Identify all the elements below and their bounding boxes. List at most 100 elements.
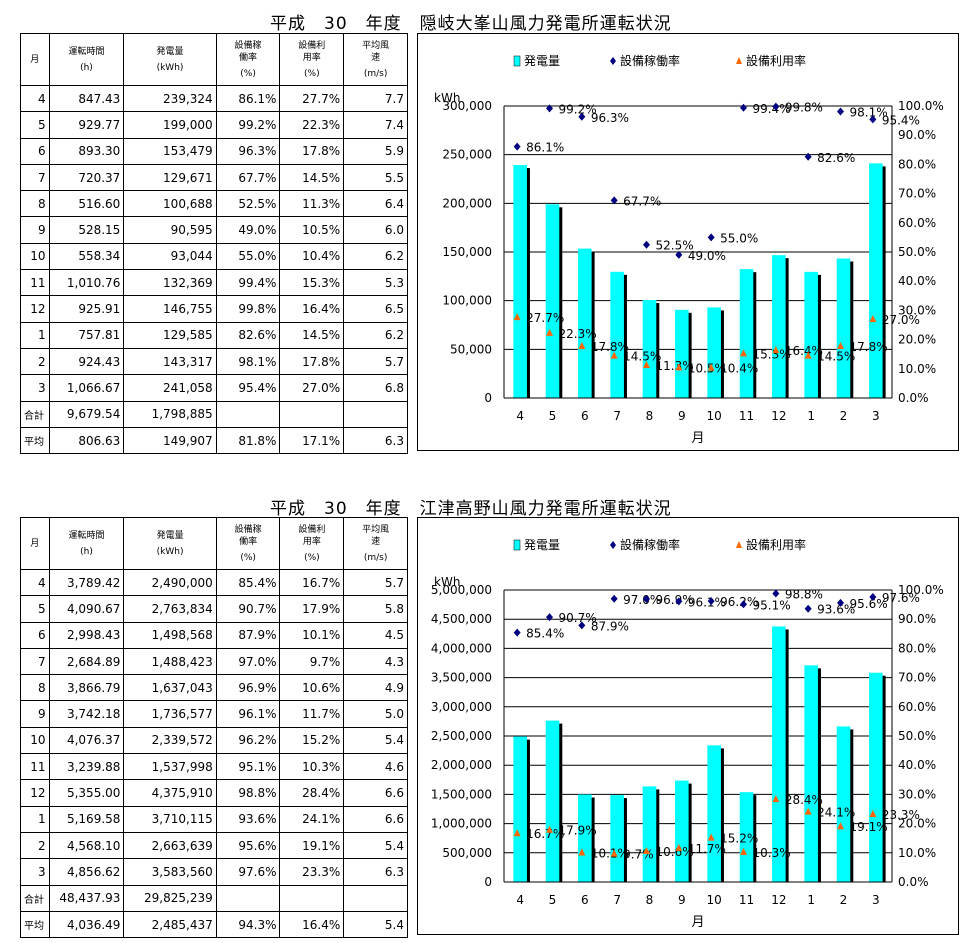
availability-cell: 82.6%: [215, 321, 281, 349]
x-tick-label: 8: [646, 893, 654, 907]
utilization-cell: 16.4%: [279, 910, 345, 939]
y2-tick-label: 60.0%: [898, 700, 936, 714]
availability-cell: 99.4%: [215, 269, 281, 297]
energy-cell: 132,369: [123, 269, 217, 297]
hours-cell: 4,090.67: [48, 595, 125, 623]
hours-cell: 558.34: [48, 242, 125, 271]
energy-cell: 1,798,885: [123, 400, 217, 428]
hours-cell: 9,679.54: [48, 400, 125, 428]
utilization-cell: 28.4%: [279, 779, 345, 807]
availability-cell: 98.1%: [215, 347, 281, 376]
y-tick-label: 250,000: [442, 148, 492, 162]
month-cell: 5: [20, 595, 50, 623]
data-label: 98.1%: [850, 106, 888, 120]
availability-cell: 49.0%: [215, 216, 281, 244]
x-tick-label: 5: [549, 893, 557, 907]
availability-cell: 55.0%: [215, 242, 281, 271]
chart-container: 発電量 設備稼働率 設備利用率 kWh 0 500,000 1,000,000 1,500,0…: [417, 517, 959, 935]
total-label: 合計: [20, 400, 50, 428]
availability-cell: 98.8%: [215, 779, 281, 807]
utilization-cell: 14.5%: [279, 163, 345, 192]
marker-utilization: [772, 795, 780, 803]
hours-cell: 516.60: [48, 190, 125, 218]
y2-tick-label: 10.0%: [898, 846, 936, 860]
y-axis-unit: kWh: [434, 91, 460, 105]
utilization-cell: 27.7%: [279, 84, 345, 113]
energy-cell: 90,595: [123, 216, 217, 244]
data-label: 95.6%: [850, 597, 888, 611]
marker-availability: [675, 250, 683, 259]
average-row: 平均 4,036.49 2,485,437 94.3% 16.4% 5.4: [20, 910, 408, 939]
month-cell: 12: [20, 295, 50, 323]
utilization-cell: 17.8%: [279, 347, 345, 376]
marker-utilization: [578, 342, 586, 350]
data-label: 99.4%: [753, 102, 791, 116]
data-label: 98.8%: [785, 588, 823, 602]
bar-energy: [675, 309, 689, 398]
wind-cell: 6.6: [343, 805, 408, 833]
wind-cell: [343, 400, 408, 428]
month-cell: 9: [20, 700, 50, 728]
data-label: 90.7%: [559, 611, 597, 625]
data-label: 17.9%: [559, 824, 597, 838]
y-tick-label: 150,000: [442, 245, 492, 259]
data-label: 96.2%: [720, 595, 758, 609]
data-label: 14.5%: [817, 350, 855, 364]
availability-cell: 86.1%: [215, 84, 281, 113]
bar-energy: [675, 780, 689, 882]
bar-energy: [804, 665, 818, 882]
x-tick-label: 7: [613, 893, 621, 907]
bar-energy: [836, 726, 851, 882]
x-axis-title: 月: [691, 431, 704, 446]
data-label: 49.0%: [688, 249, 726, 263]
marker-utilization: [513, 829, 521, 837]
table-row: 8 516.60 100,688 52.5% 11.3% 6.4: [20, 190, 408, 218]
energy-cell: 93,044: [123, 242, 217, 271]
wind-cell: 6.4: [343, 190, 408, 218]
marker-availability: [772, 589, 780, 598]
hours-cell: 720.37: [48, 163, 125, 192]
bar-energy: [772, 255, 786, 398]
col-header-wind: 平均風速 (m/s): [343, 517, 408, 570]
month-cell: 12: [20, 779, 50, 807]
average-label: 平均: [20, 910, 50, 939]
wind-cell: 5.9: [343, 137, 408, 165]
table-row: 4 3,789.42 2,490,000 85.4% 16.7% 5.7: [20, 568, 408, 597]
header-label: 平均風速: [362, 524, 390, 547]
month-cell: 2: [20, 831, 50, 860]
availability-cell: 97.6%: [215, 858, 281, 886]
header-label: 設備利用率: [298, 524, 326, 547]
hours-cell: 925.91: [48, 295, 125, 323]
y2-tick-label: 30.0%: [898, 787, 936, 801]
wind-cell: 4.3: [343, 647, 408, 676]
x-tick-label: 5: [549, 409, 557, 423]
bar-energy: [869, 672, 883, 882]
legend-label: 設備利用率: [746, 53, 806, 68]
marker-availability: [610, 594, 618, 603]
x-tick-label: 4: [516, 409, 524, 423]
marker-utilization: [513, 313, 521, 321]
col-header-month: 月: [20, 517, 50, 570]
marker-availability: [869, 115, 877, 124]
x-tick-label: 1: [807, 409, 815, 423]
utilization-cell: 9.7%: [279, 647, 345, 676]
data-label: 67.7%: [623, 194, 661, 208]
x-tick-label: 9: [678, 409, 686, 423]
table-row: 7 720.37 129,671 67.7% 14.5% 5.5: [20, 163, 408, 192]
month-cell: 11: [20, 753, 50, 781]
bar-energy: [513, 736, 527, 882]
month-cell: 1: [20, 321, 50, 349]
wind-cell: 5.7: [343, 347, 408, 376]
marker-utilization: [869, 315, 877, 323]
y2-tick-label: 70.0%: [898, 187, 936, 201]
wind-cell: 5.0: [343, 700, 408, 728]
marker-utilization: [643, 361, 650, 369]
data-label: 10.4%: [720, 362, 758, 376]
hours-cell: 924.43: [48, 347, 125, 376]
page-title: 平成 30 年度 隠岐大峯山風力発電所運転状況: [270, 14, 672, 34]
energy-cell: 149,907: [123, 426, 217, 455]
operation-table: 月 運転時間 (h) 発電量 (kWh) 設備稼働率 (%) 設備利用率 (%) 平均風速 (m/s…: [20, 33, 408, 455]
y-tick-label: 4,000,000: [431, 641, 492, 655]
table-row: 11 3,239.88 1,537,998 95.1% 10.3% 4.6: [20, 753, 408, 781]
data-label: 95.1%: [753, 598, 791, 612]
